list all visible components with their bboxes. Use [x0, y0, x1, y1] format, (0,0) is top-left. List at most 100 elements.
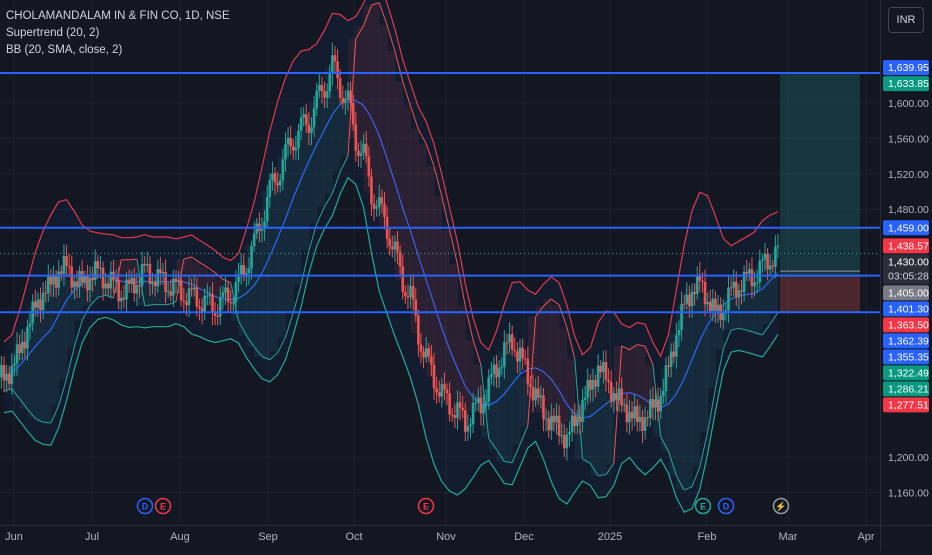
- candle-body: [477, 398, 480, 403]
- candle-body: [441, 384, 444, 396]
- candle-body: [467, 426, 470, 432]
- candle-body: [730, 287, 733, 288]
- candle-body: [300, 118, 303, 131]
- candle-body: [654, 400, 657, 408]
- supertrend-fill: [74, 284, 82, 320]
- candle-body: [102, 268, 105, 289]
- candle-body: [253, 234, 256, 246]
- candle-body: [331, 55, 334, 74]
- supertrend-fill: [551, 305, 559, 431]
- stop-zone[interactable]: [780, 276, 860, 313]
- candle-body: [175, 279, 178, 282]
- candle-body: [274, 173, 277, 182]
- candle-body: [11, 366, 14, 384]
- supertrend-fill: [379, 25, 387, 227]
- candle-body: [94, 261, 97, 280]
- candle-body: [659, 396, 662, 411]
- candle-body: [430, 356, 433, 364]
- candle-body: [224, 288, 227, 293]
- price-tag-label: 1,401.30: [888, 303, 929, 315]
- candle-body: [545, 419, 548, 420]
- candle-body: [302, 114, 305, 117]
- candle-body: [633, 406, 636, 418]
- candle-body: [339, 78, 342, 97]
- candle-body: [326, 92, 329, 98]
- event-marker-icon[interactable]: ⚡: [774, 499, 789, 514]
- candle-body: [626, 405, 629, 423]
- x-tick-label: Jul: [85, 531, 99, 543]
- x-tick-label: Feb: [698, 531, 717, 543]
- candle-body: [282, 160, 285, 181]
- candle-body: [607, 380, 610, 382]
- event-marker-label: ⚡: [775, 501, 786, 513]
- candle-body: [527, 359, 530, 384]
- price-tag-label: 1,286.21: [888, 383, 929, 395]
- candle-body: [558, 416, 561, 436]
- candle-body: [242, 265, 245, 274]
- candle-body: [516, 351, 519, 361]
- candle-body: [154, 282, 157, 286]
- candle-body: [388, 239, 391, 247]
- candle-body: [740, 290, 743, 291]
- candle-body: [451, 415, 454, 416]
- candle-body: [156, 269, 159, 286]
- supertrend-fill: [426, 166, 434, 377]
- x-tick-label: Dec: [514, 531, 534, 543]
- candle-body: [438, 392, 441, 396]
- bollinger-indicator-label[interactable]: BB (20, SMA, close, 2): [6, 42, 230, 59]
- candle-body: [216, 316, 219, 317]
- currency-button[interactable]: INR: [888, 7, 924, 33]
- candle-body: [766, 254, 769, 270]
- candle-body: [159, 269, 162, 273]
- candle-body: [524, 358, 527, 359]
- candle-body: [8, 374, 11, 384]
- candle-body: [498, 368, 501, 377]
- candle-body: [652, 399, 655, 408]
- candle-body: [169, 292, 172, 296]
- x-tick-label: Apr: [857, 531, 874, 543]
- supertrend-fill: [676, 307, 684, 490]
- candle-body: [657, 400, 660, 412]
- candle-body: [581, 400, 584, 422]
- candle-body: [65, 256, 68, 266]
- x-tick-label: Aug: [170, 531, 190, 543]
- candle-body: [555, 416, 558, 422]
- candle-body: [130, 278, 133, 284]
- candle-body: [472, 403, 475, 425]
- candle-body: [172, 279, 175, 296]
- candle-body: [196, 288, 199, 307]
- candle-body: [495, 365, 498, 378]
- candle-body: [401, 266, 404, 292]
- candle-body: [394, 241, 397, 249]
- supertrend-fill: [293, 130, 301, 285]
- candle-body: [678, 330, 681, 335]
- countdown-label: 03:05:28: [888, 270, 929, 282]
- candle-body: [37, 300, 40, 308]
- candle-body: [732, 282, 735, 288]
- price-tag-label: 1,405.00: [888, 287, 929, 299]
- candle-body: [289, 138, 292, 146]
- candle-body: [490, 374, 493, 377]
- candle-body: [209, 294, 212, 295]
- candle-body: [675, 335, 678, 356]
- candle-body: [714, 299, 717, 311]
- supertrend-indicator-label[interactable]: Supertrend (20, 2): [6, 25, 230, 42]
- candle-body: [579, 416, 582, 421]
- supertrend-fill: [332, 85, 340, 172]
- candle-body: [313, 108, 316, 127]
- candle-body: [381, 197, 384, 204]
- candle-body: [482, 405, 485, 414]
- candle-body: [649, 399, 652, 418]
- candle-body: [751, 269, 754, 286]
- supertrend-fill: [129, 259, 137, 280]
- candle-body: [227, 288, 230, 302]
- candle-body: [347, 91, 350, 99]
- candle-body: [123, 298, 126, 300]
- supertrend-fill: [285, 138, 293, 312]
- candle-body: [13, 364, 16, 366]
- target-zone[interactable]: [780, 73, 860, 276]
- symbol-title[interactable]: CHOLAMANDALAM IN & FIN CO, 1D, NSE: [6, 8, 230, 25]
- candle-body: [235, 282, 238, 302]
